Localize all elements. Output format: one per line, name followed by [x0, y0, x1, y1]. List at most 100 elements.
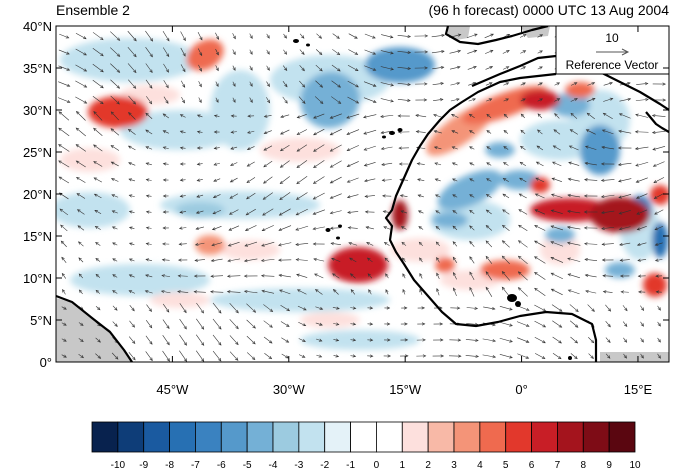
wind-arrow	[364, 33, 376, 39]
wind-arrow	[163, 80, 169, 89]
wind-arrow	[550, 241, 564, 247]
wind-arrow	[110, 161, 119, 167]
wind-arrow	[162, 113, 170, 119]
wind-arrow	[551, 304, 563, 312]
lat-label: 25°N	[23, 145, 52, 160]
colorbar-label: -4	[269, 460, 278, 471]
wind-arrow	[397, 98, 411, 102]
wind-arrow	[433, 98, 444, 102]
wind-arrow	[296, 176, 308, 185]
wind-arrow	[180, 64, 186, 73]
wind-arrow	[127, 128, 136, 135]
wind-arrow	[193, 274, 206, 278]
wind-arrow	[584, 273, 597, 278]
wind-arrow	[618, 178, 632, 183]
wind-arrow	[110, 128, 120, 136]
anomaly-blob	[540, 235, 580, 265]
lon-label: 0°	[515, 382, 527, 397]
colorbar-label: 3	[451, 460, 457, 471]
wind-arrow	[485, 240, 493, 248]
wind-arrow	[502, 177, 509, 182]
wind-arrow	[244, 241, 258, 247]
wind-arrow	[584, 258, 598, 262]
wind-arrow	[569, 304, 579, 312]
wind-arrow	[146, 96, 153, 105]
wind-arrow	[212, 334, 222, 346]
wind-arrow	[435, 241, 440, 247]
wind-arrow	[601, 129, 614, 135]
wind-arrow	[180, 31, 186, 42]
wind-arrow	[603, 97, 614, 102]
wind-arrow	[553, 129, 561, 135]
wind-arrow	[145, 258, 153, 262]
wind-arrow	[415, 98, 428, 102]
wind-arrow	[432, 66, 445, 70]
wind-arrow	[211, 226, 222, 231]
wind-arrow	[179, 130, 186, 134]
wind-arrow	[246, 177, 256, 184]
wind-arrow	[128, 210, 135, 214]
wind-arrow	[584, 242, 598, 246]
wind-arrow	[312, 242, 325, 246]
wind-arrow	[331, 80, 342, 88]
wind-arrow	[384, 338, 391, 342]
wind-arrow	[552, 336, 562, 344]
wind-arrow	[550, 225, 564, 231]
wind-arrow	[568, 145, 579, 151]
wind-arrow	[485, 286, 493, 297]
wind-arrow	[245, 208, 257, 216]
wind-arrow	[215, 97, 219, 103]
wind-arrow	[435, 225, 441, 230]
wind-arrow	[431, 49, 445, 54]
wind-arrow	[502, 50, 510, 54]
wind-arrow	[246, 303, 257, 313]
wind-arrow	[534, 240, 546, 248]
wind-arrow	[368, 289, 372, 295]
wind-arrow	[415, 114, 427, 118]
wind-arrow	[657, 305, 661, 311]
wind-arrow	[145, 210, 152, 214]
wind-arrow	[163, 96, 169, 104]
wind-arrow	[434, 194, 441, 198]
anomaly-blob	[56, 192, 130, 228]
wind-arrow	[195, 226, 204, 230]
wind-arrow	[232, 65, 236, 71]
wind-arrow	[350, 354, 357, 358]
wind-arrow	[78, 338, 84, 343]
map-field	[56, 26, 669, 362]
reference-vector-value: 10	[605, 31, 619, 45]
wind-arrow	[246, 352, 256, 361]
wind-arrow	[215, 48, 219, 56]
colorbar-swatch	[453, 421, 481, 453]
colorbar-label: 8	[581, 460, 587, 471]
wind-arrow	[654, 242, 663, 246]
wind-arrow	[93, 144, 103, 152]
wind-arrow	[230, 162, 238, 166]
colorbar-swatch	[350, 421, 377, 453]
africa-west-coast	[384, 72, 598, 362]
wind-arrow	[519, 145, 526, 150]
wind-arrow	[623, 337, 628, 343]
lon-label: 15°E	[624, 382, 653, 397]
wind-arrow	[246, 319, 256, 329]
wind-arrow	[570, 336, 579, 344]
wind-arrow	[296, 144, 308, 152]
wind-arrow	[380, 82, 394, 87]
wind-arrow	[419, 257, 423, 263]
wind-arrow	[486, 130, 492, 134]
wind-arrow	[383, 354, 392, 358]
wind-arrow	[602, 274, 614, 278]
wind-arrow	[569, 129, 578, 135]
wind-arrow	[313, 144, 325, 152]
wind-arrow	[331, 64, 341, 72]
wind-arrow	[179, 194, 186, 198]
wind-arrow	[128, 178, 136, 182]
wind-arrow	[128, 79, 137, 89]
wind-arrow	[196, 162, 203, 166]
colorbar-swatch	[246, 421, 274, 453]
wind-arrow	[129, 305, 135, 312]
wind-arrow	[653, 193, 664, 199]
wind-arrow	[465, 338, 479, 342]
colorbar-label: -3	[294, 460, 303, 471]
wind-arrow	[398, 162, 409, 166]
